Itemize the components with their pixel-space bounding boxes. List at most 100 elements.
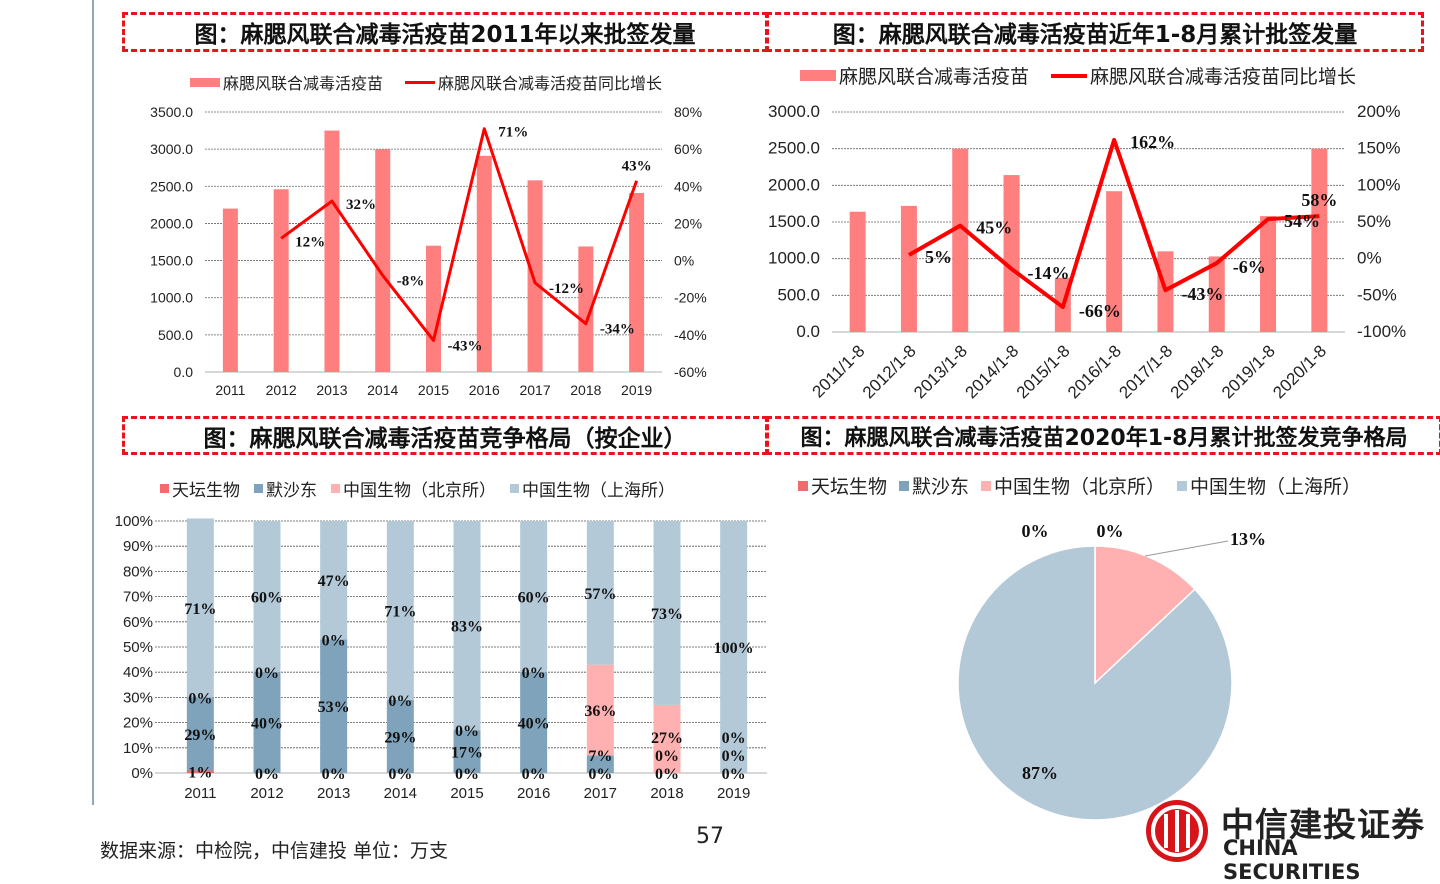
y-tick-label: 0.0 <box>174 364 194 380</box>
y2-tick-label: 20% <box>674 215 702 231</box>
y-tick-label: 0.0 <box>796 322 820 341</box>
y2-tick-label: 150% <box>1357 139 1400 158</box>
data-label: 45% <box>976 218 1012 238</box>
data-label: 83% <box>451 619 483 636</box>
y-tick-label: 2000.0 <box>150 215 193 231</box>
data-label: -34% <box>600 322 635 338</box>
chart2-legend: 麻腮风联合减毒活疫苗 麻腮风联合减毒活疫苗同比增长 <box>800 62 1378 89</box>
y-tick-label: 0% <box>131 765 153 782</box>
line-swatch-icon <box>405 80 436 84</box>
y-tick-label: 100% <box>115 513 153 530</box>
data-label: 0% <box>255 766 279 783</box>
stacked-segment <box>520 521 548 673</box>
y-tick-label: 60% <box>123 614 153 631</box>
stacked-segment <box>253 672 281 773</box>
data-label: 71% <box>184 601 216 618</box>
data-label: 58% <box>1301 190 1337 210</box>
stacked-segment <box>253 521 281 673</box>
bar <box>1311 148 1328 332</box>
legend-label: 中国生物（上海所） <box>1190 476 1362 498</box>
x-tick-label: 2011 <box>184 785 216 802</box>
y-tick-label: 90% <box>123 538 153 555</box>
data-label: -6% <box>1233 257 1266 277</box>
charts-canvas: 0.0 500.0 1000.0 1500.0 2000.0 2500.0 3000.0 35… <box>115 102 1406 821</box>
data-label: 71% <box>498 125 528 141</box>
y2-tick-label: 200% <box>1357 102 1400 121</box>
x-tick-label: 2015 <box>418 382 449 398</box>
logo-en: CHINA SECURITIES <box>1223 836 1361 884</box>
page-number: 57 <box>696 824 724 849</box>
x-tick-label: 2015/1-8 <box>1013 341 1074 402</box>
swatch-icon <box>254 484 263 493</box>
y-tick-label: 3000.0 <box>150 141 193 157</box>
swatch-icon <box>899 480 910 491</box>
bar <box>1260 216 1277 332</box>
bar <box>527 180 543 372</box>
china-securities-logo: 中信建投证券 CHINA SECURITIES <box>1143 798 1440 884</box>
stacked-segment <box>386 521 414 700</box>
legend-label: 中国生物（北京所） <box>994 476 1166 498</box>
stacked-segment <box>453 730 481 773</box>
bar <box>375 149 391 372</box>
data-label: 60% <box>251 590 283 607</box>
y2-tick-label: 60% <box>674 141 702 157</box>
bar <box>952 148 969 332</box>
data-label: 12% <box>295 234 325 250</box>
data-label: 29% <box>184 727 216 744</box>
y-tick-label: 1000.0 <box>150 290 193 306</box>
data-label: 0% <box>588 766 612 783</box>
data-label: 36% <box>584 703 616 720</box>
y-tick-label: 500.0 <box>158 327 193 343</box>
citic-logo-icon <box>1146 800 1208 862</box>
swatch-icon <box>798 480 808 491</box>
swatch-icon <box>331 484 340 493</box>
x-tick-label: 2017/1-8 <box>1115 341 1176 402</box>
growth-line <box>907 137 1320 310</box>
y2-tick-label: 0% <box>674 253 694 269</box>
y2-tick-label: 40% <box>674 178 702 194</box>
stacked-segment <box>386 699 414 773</box>
bar <box>476 155 492 372</box>
legend-label: 天坛生物 <box>172 481 240 501</box>
bar <box>324 130 340 372</box>
data-label: 17% <box>451 745 483 762</box>
stacked-segment <box>520 672 548 773</box>
x-tick-label: 2014 <box>367 382 398 398</box>
y-tick-label: 3000.0 <box>768 102 820 121</box>
data-label: 0% <box>455 766 479 783</box>
bar-swatch-icon <box>800 70 836 81</box>
bar <box>426 245 441 372</box>
chart4-legend: 天坛生物 默沙东 中国生物（北京所） 中国生物（上海所） <box>798 472 1383 499</box>
x-tick-label: 2012 <box>266 382 297 398</box>
y2-tick-label: -40% <box>674 327 707 343</box>
data-label: 0% <box>322 766 346 783</box>
data-label: -12% <box>549 281 584 297</box>
data-label: -43% <box>448 338 483 354</box>
stacked-segment <box>186 770 214 773</box>
x-tick-label: 2017 <box>519 382 550 398</box>
y-tick-label: 10% <box>123 740 153 757</box>
stacked-segment <box>186 697 214 771</box>
x-tick-label: 2018/1-8 <box>1167 341 1228 402</box>
x-tick-label: 2014/1-8 <box>961 341 1022 402</box>
data-label: 7% <box>588 748 612 765</box>
x-tick-label: 2012 <box>250 785 283 802</box>
logo-cn: 中信建投证券 <box>1221 805 1425 844</box>
data-label: 27% <box>651 730 683 747</box>
x-tick-label: 2018 <box>570 382 601 398</box>
x-tick-label: 2014 <box>384 785 417 802</box>
data-label: 0% <box>322 632 346 649</box>
chart1-legend: 麻腮风联合减毒活疫苗 麻腮风联合减毒活疫苗同比增长 <box>190 70 684 94</box>
y-tick-label: 40% <box>123 664 153 681</box>
x-tick-label: 2019 <box>621 382 652 398</box>
x-tick-label: 2016 <box>517 785 550 802</box>
chart3-legend: 天坛生物 默沙东 中国生物（北京所） 中国生物（上海所） <box>160 476 697 501</box>
data-label: -66% <box>1079 301 1121 321</box>
data-label: 0% <box>255 665 279 682</box>
y-tick-label: 2500.0 <box>150 178 193 194</box>
data-label: 60% <box>518 590 550 607</box>
pie-label: 0% <box>1022 521 1049 541</box>
data-label: 0% <box>722 730 746 747</box>
stacked-segment <box>320 521 348 640</box>
y2-tick-label: 50% <box>1357 212 1391 231</box>
